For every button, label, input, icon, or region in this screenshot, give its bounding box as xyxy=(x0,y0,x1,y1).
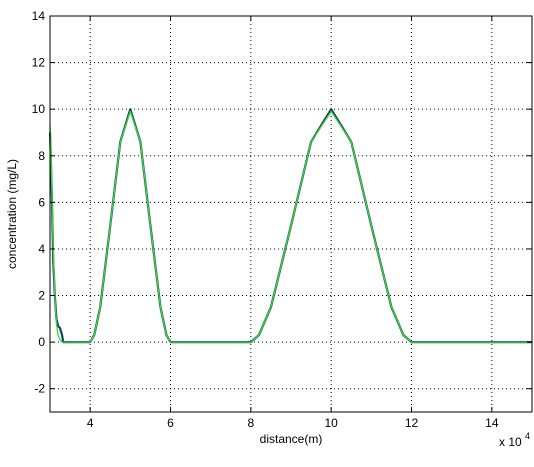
grid-lines xyxy=(50,15,532,412)
axes-box xyxy=(49,15,533,413)
y-tick-label: 4 xyxy=(38,242,45,256)
x-tick-label: 14 xyxy=(485,416,499,430)
x-axis-label: distance(m) xyxy=(260,432,323,446)
y-tick-label: 2 xyxy=(38,289,45,303)
x-axis-multiplier: x 10 4 xyxy=(499,431,530,449)
x-tick-label: 12 xyxy=(405,416,419,430)
x-tick-label: 6 xyxy=(167,416,174,430)
y-tick-label: 14 xyxy=(32,9,46,23)
tick-marks xyxy=(50,15,532,412)
chart-title xyxy=(58,0,518,8)
x-tick-label: 10 xyxy=(324,416,338,430)
x-tick-label: 8 xyxy=(247,416,254,430)
y-axis-label: concentration (mg/L) xyxy=(5,159,19,269)
y-tick-label: 0 xyxy=(38,335,45,349)
y-tick-label: 6 xyxy=(38,195,45,209)
y-tick-label: 12 xyxy=(32,56,46,70)
series-layer xyxy=(48,108,532,344)
x-multiplier-exponent: 4 xyxy=(525,431,530,441)
series-line-2 xyxy=(49,110,532,343)
x-multiplier-base: x 10 xyxy=(499,435,522,449)
y-tick-label: 10 xyxy=(32,102,46,116)
tick-labels: 4 6 8 10 12 14 -2 0 2 4 6 8 10 12 14 xyxy=(32,9,499,430)
y-tick-label: -2 xyxy=(34,382,45,396)
y-tick-label: 8 xyxy=(38,149,45,163)
x-tick-label: 4 xyxy=(87,416,94,430)
